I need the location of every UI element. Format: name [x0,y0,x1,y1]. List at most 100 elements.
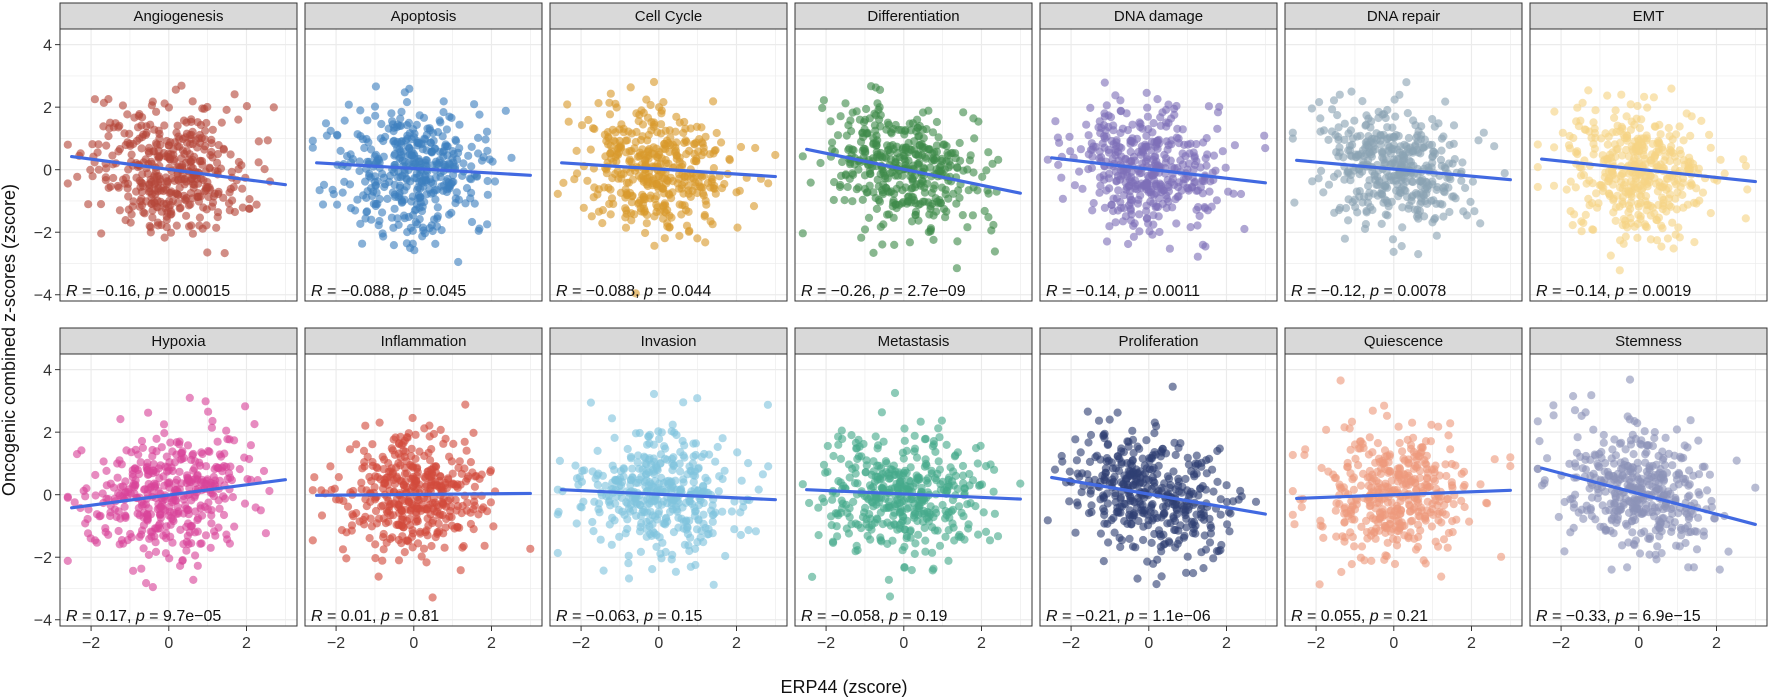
data-point [378,208,387,217]
data-point [1558,128,1567,137]
data-point [211,531,220,540]
data-point [469,525,478,534]
data-point [1204,102,1213,111]
data-point [353,195,362,204]
data-point [989,487,998,496]
data-point [340,177,349,186]
data-point [659,519,668,528]
scatter-points [63,81,278,258]
data-point [599,566,608,575]
data-point [455,144,464,153]
data-point [1474,136,1483,145]
data-point [1016,479,1025,488]
data-point [833,532,842,541]
data-point [1741,214,1750,223]
data-point [926,225,935,234]
data-point [1100,78,1109,87]
data-point [1590,124,1599,133]
data-point [154,126,163,135]
data-point [1374,113,1383,123]
data-point [397,506,407,515]
data-point [771,150,780,160]
data-point [659,98,668,107]
data-point [427,541,436,551]
data-point [867,525,876,534]
data-point [81,519,90,528]
data-point [891,120,900,130]
data-point [819,460,829,469]
data-point [1186,223,1195,232]
data-point [833,131,843,140]
data-point [1739,155,1748,164]
data-point [410,246,419,255]
data-point [1457,176,1466,185]
data-point [217,452,226,461]
data-point [848,169,857,178]
data-point [1331,130,1340,140]
data-point [1416,149,1425,158]
data-point [959,512,968,521]
data-point [1398,223,1407,232]
data-point [843,182,852,192]
data-point [1129,221,1138,230]
data-point [1221,163,1230,172]
correlation-annotation: R = −0.063, p = 0.15 [556,608,702,625]
data-point [876,222,885,231]
data-point [173,502,182,512]
data-point [890,388,900,398]
data-point [269,103,278,112]
data-point [666,507,675,516]
data-point [1201,154,1210,163]
data-point [1224,187,1233,196]
data-point [630,144,639,153]
data-point [631,493,640,503]
data-point [1118,124,1127,133]
data-point [869,139,878,148]
data-point [588,467,597,476]
data-point [687,499,697,508]
data-point [163,208,172,217]
data-point [1082,120,1091,129]
data-point [958,211,967,220]
data-point [214,187,223,196]
data-point [99,98,108,107]
data-point [609,136,619,145]
data-point [1576,171,1586,180]
data-point [152,107,161,116]
data-point [220,249,229,258]
data-point [153,221,163,230]
data-point [808,572,817,582]
data-point [389,241,398,250]
data-point [345,445,355,454]
data-point [859,118,869,127]
data-point [958,471,968,480]
data-point [900,436,909,445]
data-point [720,179,729,189]
data-point [207,519,216,528]
data-point [142,579,151,588]
data-point [437,226,446,235]
data-point [1314,174,1323,183]
data-point [1130,156,1139,165]
data-point [587,212,596,221]
data-point [665,147,674,157]
data-point [184,201,193,210]
data-point [1088,145,1097,154]
data-point [63,493,72,502]
data-point [1658,193,1667,202]
data-point [431,533,440,542]
data-point [1095,188,1104,197]
data-point [462,184,472,193]
x-tick-label: 0 [899,635,908,652]
x-tick-label: 0 [654,635,663,652]
correlation-annotation: R = −0.088, p = 0.044 [556,283,711,300]
data-point [349,512,358,521]
data-point [203,248,212,257]
y-tick-label: −2 [34,550,52,567]
data-point [605,199,614,209]
data-point [196,539,205,548]
data-point [1340,234,1349,243]
data-point [453,522,462,531]
data-point [677,485,686,494]
data-point [686,562,695,571]
